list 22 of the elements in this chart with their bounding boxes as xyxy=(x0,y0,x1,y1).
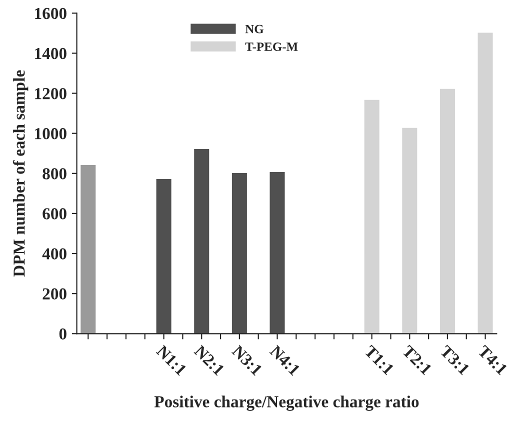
bar xyxy=(232,172,247,334)
bar xyxy=(440,88,455,334)
x-axis-title: Positive charge/Negative charge ratio xyxy=(154,396,419,411)
y-tick-label: 400 xyxy=(42,248,66,260)
bar xyxy=(402,128,418,334)
y-axis-title: DPM number of each sample xyxy=(12,70,28,277)
bar xyxy=(270,172,285,334)
y-tick-label: 1200 xyxy=(35,88,66,100)
y-tick-label: 200 xyxy=(42,288,66,300)
y-tick-label: 1400 xyxy=(35,48,66,60)
legend-label: NG xyxy=(245,24,264,34)
bar xyxy=(156,178,172,334)
bar xyxy=(478,32,493,334)
y-tick-label: 800 xyxy=(42,168,66,180)
bar xyxy=(194,148,210,334)
bar xyxy=(80,164,96,334)
y-tick-label: 1000 xyxy=(35,128,66,140)
y-tick-label: 1600 xyxy=(35,8,66,20)
y-tick-label: 0 xyxy=(59,328,66,340)
y-tick-label: 600 xyxy=(42,208,66,220)
legend-label: T-PEG-M xyxy=(245,42,298,51)
bar xyxy=(364,100,380,334)
